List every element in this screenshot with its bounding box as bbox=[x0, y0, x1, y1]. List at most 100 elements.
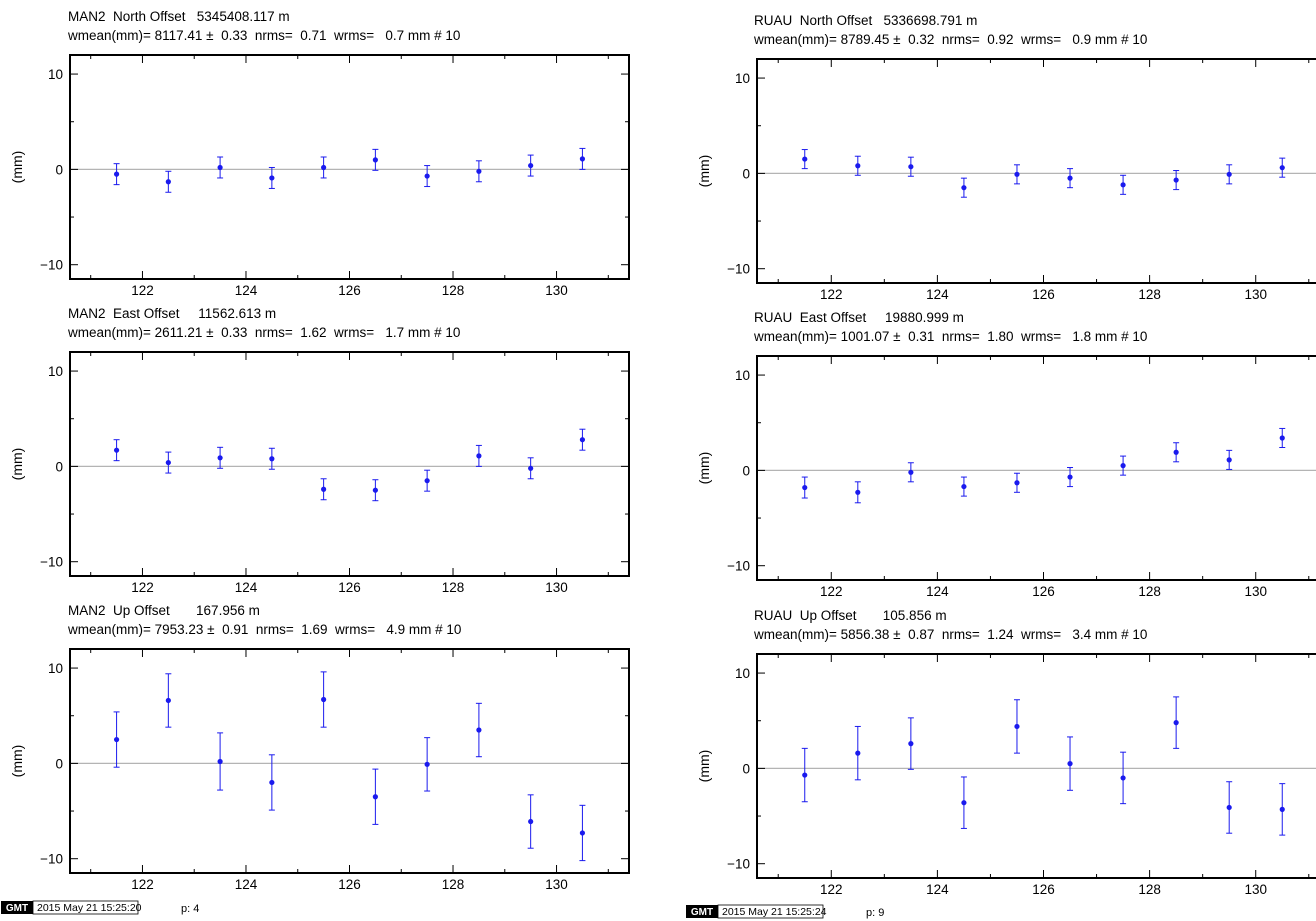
y-axis-label: (mm) bbox=[9, 448, 25, 481]
data-point bbox=[527, 154, 534, 177]
data-point bbox=[113, 163, 120, 186]
data-point bbox=[907, 717, 914, 770]
data-point bbox=[165, 451, 172, 474]
data-point bbox=[960, 776, 967, 829]
plot-frame bbox=[69, 648, 630, 874]
x-tick-label: 128 bbox=[1138, 882, 1161, 897]
panel-man2-north: MAN2 North Offset 5345408.117 m wmean(mm)… bbox=[9, 9, 630, 298]
data-point bbox=[1279, 427, 1286, 449]
x-tick-label: 126 bbox=[338, 580, 361, 595]
data-point bbox=[960, 476, 967, 497]
panel-title: RUAU Up Offset 105.856 m bbox=[754, 608, 947, 623]
x-tick-label: 122 bbox=[820, 882, 843, 897]
data-point bbox=[424, 737, 431, 792]
data-marker bbox=[113, 171, 120, 177]
y-axis-label: (mm) bbox=[9, 151, 25, 184]
panel-title: MAN2 East Offset 11562.613 m bbox=[68, 306, 276, 321]
x-tick-label: 130 bbox=[1244, 882, 1267, 897]
panel-subtitle: wmean(mm)= 7953.23 ± 0.91 nrms= 1.69 wrm… bbox=[67, 622, 461, 637]
data-marker bbox=[1014, 171, 1020, 177]
data-marker bbox=[961, 483, 967, 490]
data-point bbox=[1226, 449, 1233, 470]
data-marker bbox=[321, 486, 327, 492]
panel-ruau-east: RUAU East Offset 19880.999 m wmean(mm)= 1… bbox=[696, 310, 1316, 599]
data-point bbox=[854, 481, 861, 504]
data-marker bbox=[855, 163, 861, 169]
data-marker bbox=[269, 456, 275, 462]
y-axis-label: (mm) bbox=[696, 750, 712, 783]
y-axis-label: (mm) bbox=[696, 452, 712, 485]
timestamp: 2015 May 21 15:25:20 bbox=[37, 902, 142, 914]
data-marker bbox=[1279, 165, 1285, 171]
data-point bbox=[268, 754, 275, 811]
x-tick-label: 122 bbox=[820, 584, 843, 599]
data-marker bbox=[165, 179, 171, 185]
y-tick-label: −10 bbox=[727, 559, 750, 574]
data-marker bbox=[372, 794, 378, 800]
gmt-logo-text: GMT bbox=[6, 903, 28, 914]
data-point bbox=[424, 469, 431, 492]
data-marker bbox=[372, 157, 378, 163]
data-marker bbox=[217, 758, 223, 765]
data-point bbox=[372, 768, 379, 825]
data-marker bbox=[217, 455, 223, 461]
data-point bbox=[113, 711, 120, 768]
data-marker bbox=[1279, 806, 1285, 812]
data-point bbox=[424, 165, 431, 188]
data-point bbox=[1120, 174, 1127, 195]
data-point bbox=[579, 804, 586, 862]
data-marker bbox=[1279, 435, 1285, 441]
panel-subtitle: wmean(mm)= 8117.41 ± 0.33 nrms= 0.71 wrm… bbox=[67, 28, 460, 43]
timestamp-box bbox=[717, 904, 824, 919]
panel-subtitle: wmean(mm)= 8789.45 ± 0.32 nrms= 0.92 wrm… bbox=[753, 32, 1147, 47]
data-marker bbox=[321, 164, 327, 171]
data-marker bbox=[165, 697, 171, 704]
y-tick-label: 10 bbox=[48, 67, 63, 82]
data-marker bbox=[1067, 474, 1073, 480]
data-marker bbox=[476, 727, 482, 733]
y-tick-label: 0 bbox=[55, 756, 63, 771]
y-tick-label: 10 bbox=[48, 661, 63, 676]
x-tick-label: 130 bbox=[545, 580, 568, 595]
data-point bbox=[475, 160, 482, 183]
data-marker bbox=[961, 185, 967, 191]
data-point bbox=[1013, 699, 1020, 754]
data-marker bbox=[424, 478, 430, 484]
timestamp-box bbox=[32, 900, 139, 915]
footer-right: GMT 2015 May 21 15:25:24 p: 9 bbox=[686, 904, 884, 919]
data-point bbox=[1013, 472, 1020, 493]
data-point bbox=[854, 725, 861, 781]
data-point bbox=[320, 478, 327, 501]
data-marker bbox=[855, 750, 861, 756]
data-marker bbox=[528, 162, 534, 169]
data-point bbox=[579, 147, 586, 170]
data-point bbox=[268, 166, 275, 189]
data-point bbox=[1120, 455, 1127, 476]
data-point bbox=[579, 428, 586, 451]
data-marker bbox=[1173, 177, 1179, 183]
x-tick-label: 126 bbox=[338, 877, 361, 892]
data-marker bbox=[424, 173, 430, 179]
data-marker bbox=[1014, 723, 1020, 730]
data-marker bbox=[372, 487, 378, 493]
x-tick-label: 128 bbox=[1138, 287, 1161, 302]
data-marker bbox=[1226, 171, 1232, 177]
data-point bbox=[475, 444, 482, 467]
data-point bbox=[1173, 170, 1180, 191]
data-point bbox=[1067, 736, 1074, 791]
x-tick-label: 126 bbox=[1032, 882, 1055, 897]
gmt-logo bbox=[1, 901, 33, 914]
x-tick-label: 124 bbox=[926, 287, 949, 302]
y-tick-label: 0 bbox=[742, 463, 750, 478]
data-point bbox=[1226, 164, 1233, 185]
data-marker bbox=[802, 484, 808, 491]
x-tick-label: 124 bbox=[235, 580, 258, 595]
y-axis-label: (mm) bbox=[696, 155, 712, 188]
x-tick-label: 130 bbox=[1244, 287, 1267, 302]
x-tick-label: 130 bbox=[545, 877, 568, 892]
data-marker bbox=[1173, 449, 1179, 455]
plot-frame bbox=[69, 351, 630, 577]
data-point bbox=[1279, 783, 1286, 836]
data-marker bbox=[476, 168, 482, 174]
x-tick-label: 124 bbox=[235, 877, 258, 892]
